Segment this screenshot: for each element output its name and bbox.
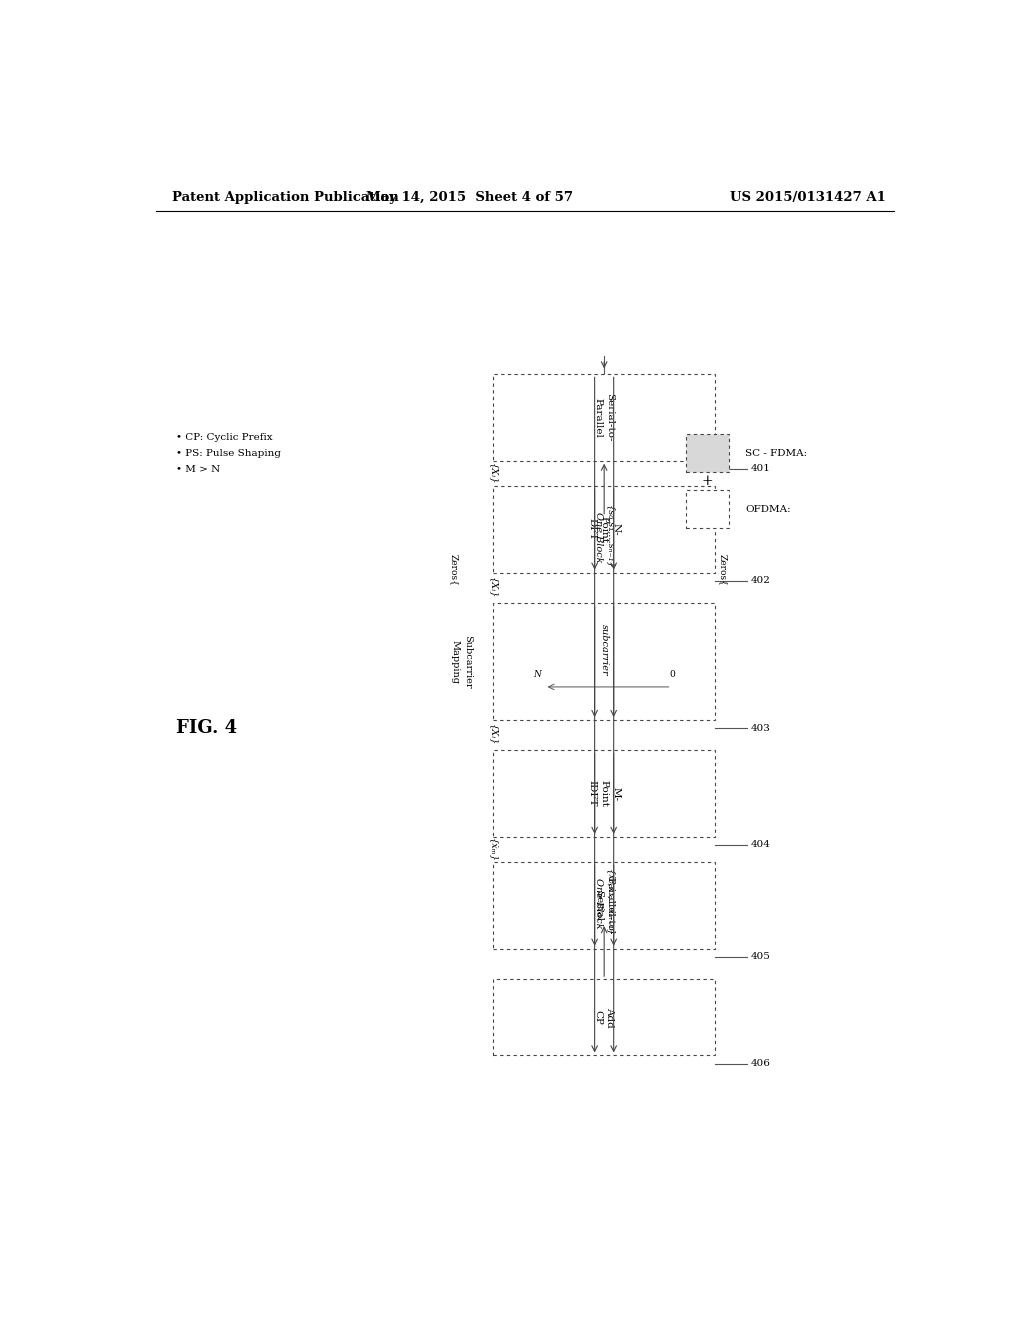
Bar <box>494 751 715 837</box>
Text: 403: 403 <box>751 723 771 733</box>
Text: OFDMA:: OFDMA: <box>745 504 791 513</box>
Text: N: N <box>532 671 541 680</box>
Text: {ẋ₀,ẋ₁,...ẋₘ₋₁}
One Block: {ẋ₀,ẋ₁,...ẋₘ₋₁} One Block <box>594 870 614 937</box>
Text: Add
CP: Add CP <box>594 1007 614 1028</box>
Text: Subcarrier
Mapping: Subcarrier Mapping <box>451 635 472 688</box>
Text: subcarrier: subcarrier <box>600 623 608 675</box>
Text: 401: 401 <box>751 465 771 474</box>
Text: M-
Point
IDFT: M- Point IDFT <box>588 780 621 807</box>
Text: {Xᵢ}: {Xᵢ} <box>488 725 498 746</box>
Text: FIG. 4: FIG. 4 <box>176 718 237 737</box>
Text: 405: 405 <box>751 952 771 961</box>
Text: May 14, 2015  Sheet 4 of 57: May 14, 2015 Sheet 4 of 57 <box>366 190 572 203</box>
Text: {s₀,s₁,...sₙ₋₁}
One Block: {s₀,s₁,...sₙ₋₁} One Block <box>594 506 614 569</box>
Text: SC - FDMA:: SC - FDMA: <box>745 449 807 458</box>
Bar <box>494 486 715 573</box>
Text: {ẋₘ}: {ẋₘ} <box>488 838 498 862</box>
Text: • CP: Cyclic Prefix
• PS: Pulse Shaping
• M > N: • CP: Cyclic Prefix • PS: Pulse Shaping … <box>176 433 281 474</box>
Text: Zeros{: Zeros{ <box>449 553 458 586</box>
Text: 404: 404 <box>751 841 771 850</box>
Text: +: + <box>701 474 713 488</box>
Text: 0: 0 <box>670 671 676 680</box>
Text: US 2015/0131427 A1: US 2015/0131427 A1 <box>730 190 886 203</box>
Bar <box>494 603 715 719</box>
Bar <box>685 490 729 528</box>
Bar <box>685 434 729 473</box>
Text: Patent Application Publication: Patent Application Publication <box>172 190 398 203</box>
Text: Parallel-to-
Serial: Parallel-to- Serial <box>594 876 614 935</box>
Text: Serial-to-
Parallel: Serial-to- Parallel <box>594 393 614 442</box>
Text: N-
Point
DFT: N- Point DFT <box>588 516 621 543</box>
Bar <box>494 979 715 1056</box>
Bar <box>494 862 715 949</box>
Text: 406: 406 <box>751 1059 771 1068</box>
Bar <box>494 375 715 461</box>
Text: {Xᵢ}: {Xᵢ} <box>488 577 498 598</box>
Text: 402: 402 <box>751 577 771 585</box>
Text: Zeros{: Zeros{ <box>719 553 728 586</box>
Text: {Xᵢ}: {Xᵢ} <box>488 463 498 484</box>
